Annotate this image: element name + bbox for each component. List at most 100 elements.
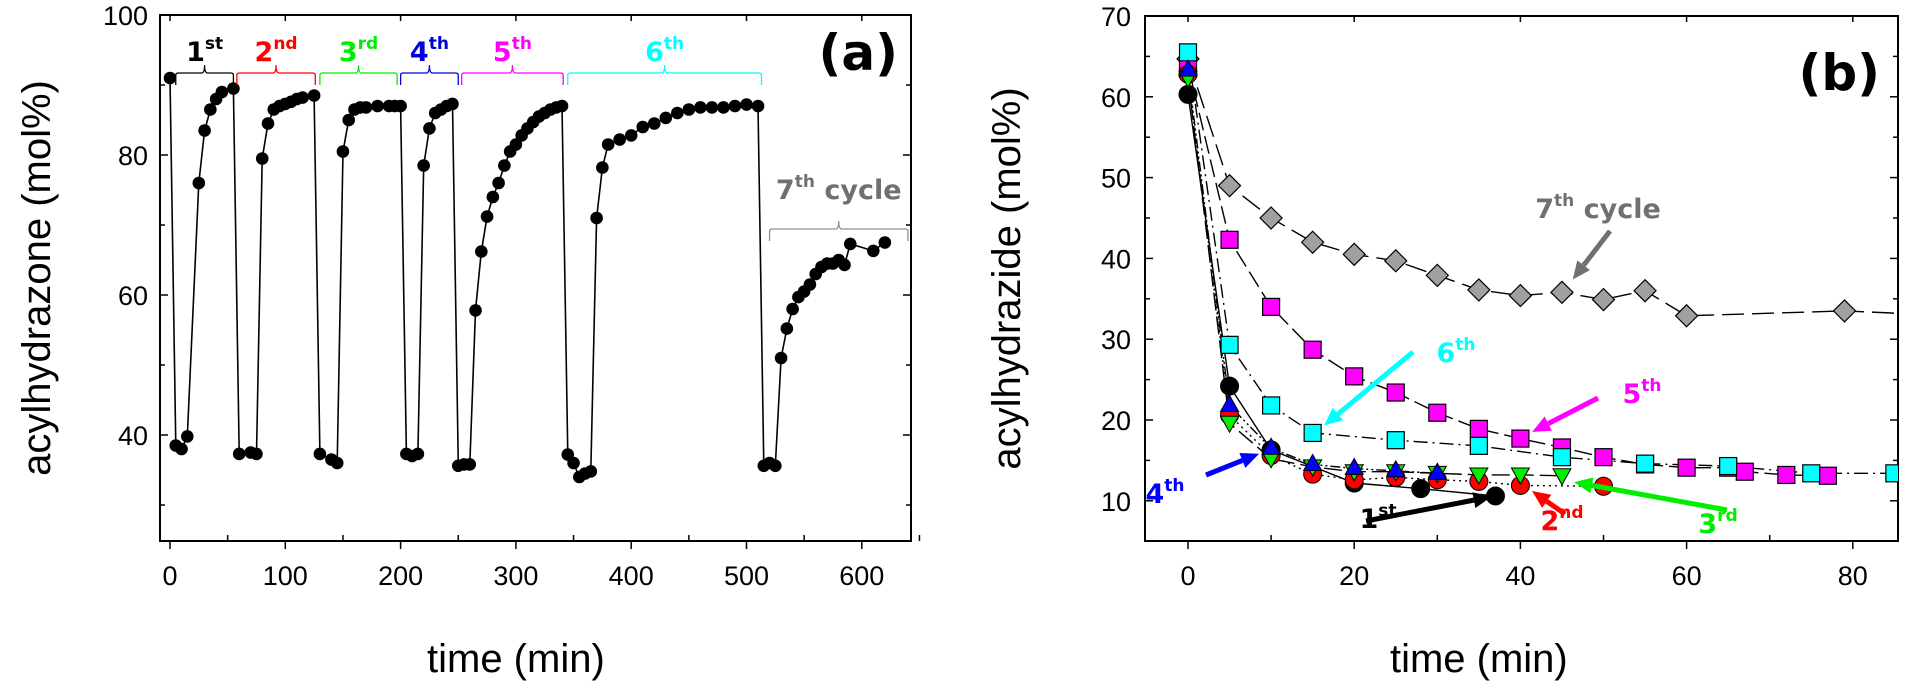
panel-b: 0 20 40 60 80 10 20 30 40 50 60 70 time (min) acylhyd… bbox=[985, 2, 1899, 681]
data-point bbox=[751, 99, 765, 113]
data-point-5th bbox=[1735, 462, 1754, 481]
data-point bbox=[584, 465, 598, 478]
data-point-3rd bbox=[1219, 415, 1240, 434]
data-point-5th bbox=[1677, 458, 1696, 477]
x-tick-label-a: 600 bbox=[839, 561, 884, 591]
data-point bbox=[359, 101, 373, 114]
panel-label-a: (a) bbox=[819, 24, 898, 82]
annotation-arrow-2nd bbox=[1545, 499, 1567, 517]
data-point bbox=[232, 447, 246, 461]
data-point bbox=[867, 244, 880, 258]
data-point bbox=[590, 211, 603, 225]
data-point-6th bbox=[1469, 436, 1488, 455]
data-point bbox=[411, 447, 425, 461]
cycle-label-1st: 1st bbox=[186, 34, 223, 68]
annotation-label-4th: 4th bbox=[1145, 476, 1184, 510]
data-point bbox=[296, 91, 309, 104]
data-point bbox=[555, 99, 569, 113]
data-point-6th bbox=[1178, 43, 1198, 62]
series-line-3rd bbox=[1187, 78, 1563, 477]
data-point bbox=[671, 106, 684, 120]
panel-a: 0 100 200 300 400 500 600 40 60 80 100 time (min) ac… bbox=[15, 1, 921, 681]
data-point bbox=[198, 124, 211, 137]
x-tick-label-a: 0 bbox=[162, 561, 177, 591]
y-tick-label-a: 80 bbox=[118, 141, 148, 171]
data-point bbox=[786, 302, 799, 316]
y-tick-label-b: 60 bbox=[1101, 83, 1131, 113]
data-point-7th-cycle bbox=[1832, 299, 1857, 323]
data-point bbox=[469, 304, 482, 317]
data-point bbox=[647, 117, 661, 130]
data-point bbox=[780, 322, 794, 335]
data-point bbox=[624, 129, 638, 142]
data-point bbox=[774, 351, 788, 365]
data-point-6th bbox=[1303, 423, 1322, 443]
data-point-5th bbox=[1220, 230, 1239, 249]
data-point bbox=[843, 237, 857, 251]
data-point bbox=[250, 447, 263, 461]
x-tick-label-a: 400 bbox=[609, 561, 654, 591]
data-point bbox=[163, 71, 177, 85]
y-tick-label-a: 60 bbox=[118, 281, 148, 311]
data-point bbox=[717, 101, 730, 114]
data-point-6th bbox=[1386, 431, 1405, 450]
series-group bbox=[1176, 43, 1898, 506]
data-point bbox=[180, 430, 194, 443]
y-tick-label-a: 100 bbox=[103, 1, 148, 31]
data-point-5th bbox=[1303, 340, 1322, 359]
annotation-arrow-7th-cycle bbox=[1581, 229, 1612, 267]
x-tick-label-a: 100 bbox=[263, 561, 308, 591]
annotation-arrowhead bbox=[1572, 260, 1591, 280]
annotation-label-6th: 6th bbox=[1436, 335, 1475, 369]
data-point-7th-cycle bbox=[1674, 303, 1699, 328]
cycle-bracket bbox=[567, 64, 763, 85]
annotation-label-1st: 1st bbox=[1359, 501, 1396, 535]
y-axis-title-b: acylhydrazide (mol%) bbox=[985, 87, 1029, 469]
data-point-6th bbox=[1802, 464, 1821, 483]
plot-frame-a bbox=[159, 14, 912, 542]
data-point-4th bbox=[1178, 59, 1198, 77]
data-point bbox=[492, 176, 505, 190]
annotation-arrow-3rd bbox=[1591, 482, 1728, 513]
data-point-1st bbox=[1411, 479, 1431, 499]
annotation-label-3rd: 3rd bbox=[1698, 506, 1737, 540]
data-point bbox=[175, 442, 188, 456]
y-tick-label-b: 30 bbox=[1101, 325, 1131, 355]
x-tick-label-b: 60 bbox=[1672, 561, 1702, 591]
data-point bbox=[740, 98, 753, 111]
cycle-bracket bbox=[768, 220, 909, 241]
data-point-3rd bbox=[1468, 467, 1489, 485]
data-point bbox=[498, 159, 511, 172]
data-point-1st bbox=[1485, 486, 1505, 506]
data-point-7th-cycle bbox=[1425, 263, 1450, 288]
cycle-label-7th: 7th cycle bbox=[776, 172, 902, 206]
y-tick-label-b: 50 bbox=[1101, 164, 1131, 194]
y-tick-label-b: 40 bbox=[1101, 244, 1131, 274]
cycle-label-2nd: 2nd bbox=[255, 34, 298, 68]
data-point bbox=[694, 101, 707, 114]
data-point bbox=[394, 99, 407, 113]
y-tick-label-b: 70 bbox=[1101, 2, 1131, 32]
data-point-7th-cycle bbox=[1342, 242, 1367, 267]
data-point bbox=[463, 458, 477, 471]
data-point-5th bbox=[1511, 429, 1530, 448]
x-tick-label-b: 0 bbox=[1180, 561, 1195, 591]
data-point bbox=[330, 456, 344, 470]
data-point bbox=[682, 103, 696, 116]
data-point-5th bbox=[1386, 383, 1405, 402]
data-point-4th bbox=[1219, 394, 1240, 412]
cycle-label-4th: 4th bbox=[410, 34, 449, 68]
data-point-5th bbox=[1469, 419, 1488, 438]
x-axis-title-a: time (min) bbox=[427, 637, 605, 681]
data-point bbox=[803, 278, 817, 291]
data-point-7th-cycle bbox=[1633, 278, 1657, 303]
annotation-arrowhead bbox=[1531, 490, 1552, 508]
annotation-arrowhead bbox=[1472, 492, 1492, 508]
data-point bbox=[705, 101, 719, 114]
cycle-bracket bbox=[175, 64, 235, 85]
series-line-6th bbox=[1187, 52, 1895, 474]
data-point-7th-cycle bbox=[1383, 248, 1408, 273]
cycle-label-3rd: 3rd bbox=[339, 34, 378, 68]
data-point-7th-cycle bbox=[1591, 287, 1616, 312]
data-point-4th bbox=[1427, 462, 1448, 480]
